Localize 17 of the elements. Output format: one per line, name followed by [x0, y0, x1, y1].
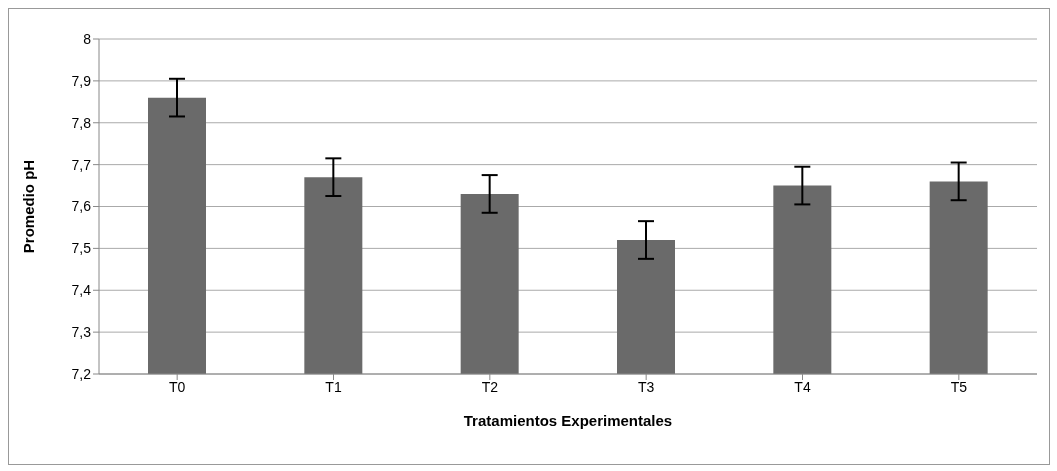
x-tick-label: T2	[481, 378, 499, 395]
y-tick-label: 7,4	[71, 282, 92, 299]
y-tick-label: 7,6	[71, 198, 92, 215]
y-tick-label: 8	[83, 30, 92, 47]
y-tick-label: 7,8	[71, 114, 92, 131]
x-tick-label: T5	[950, 378, 968, 395]
x-tick-label: T0	[168, 378, 186, 395]
y-tick-label: 7,7	[71, 156, 92, 173]
y-axis-title: Promedio pH	[20, 159, 38, 254]
x-tick-label: T4	[794, 378, 811, 395]
y-tick-label: 7,2	[71, 365, 92, 382]
y-tick-label: 7,3	[71, 324, 92, 341]
x-tick-label: T3	[637, 378, 655, 395]
y-tick-label: 7,5	[71, 240, 92, 257]
x-tick-label: T1	[325, 378, 342, 395]
y-tick-label: 7,9	[71, 72, 92, 89]
x-axis-title: Tratamientos Experimentales	[463, 412, 673, 429]
